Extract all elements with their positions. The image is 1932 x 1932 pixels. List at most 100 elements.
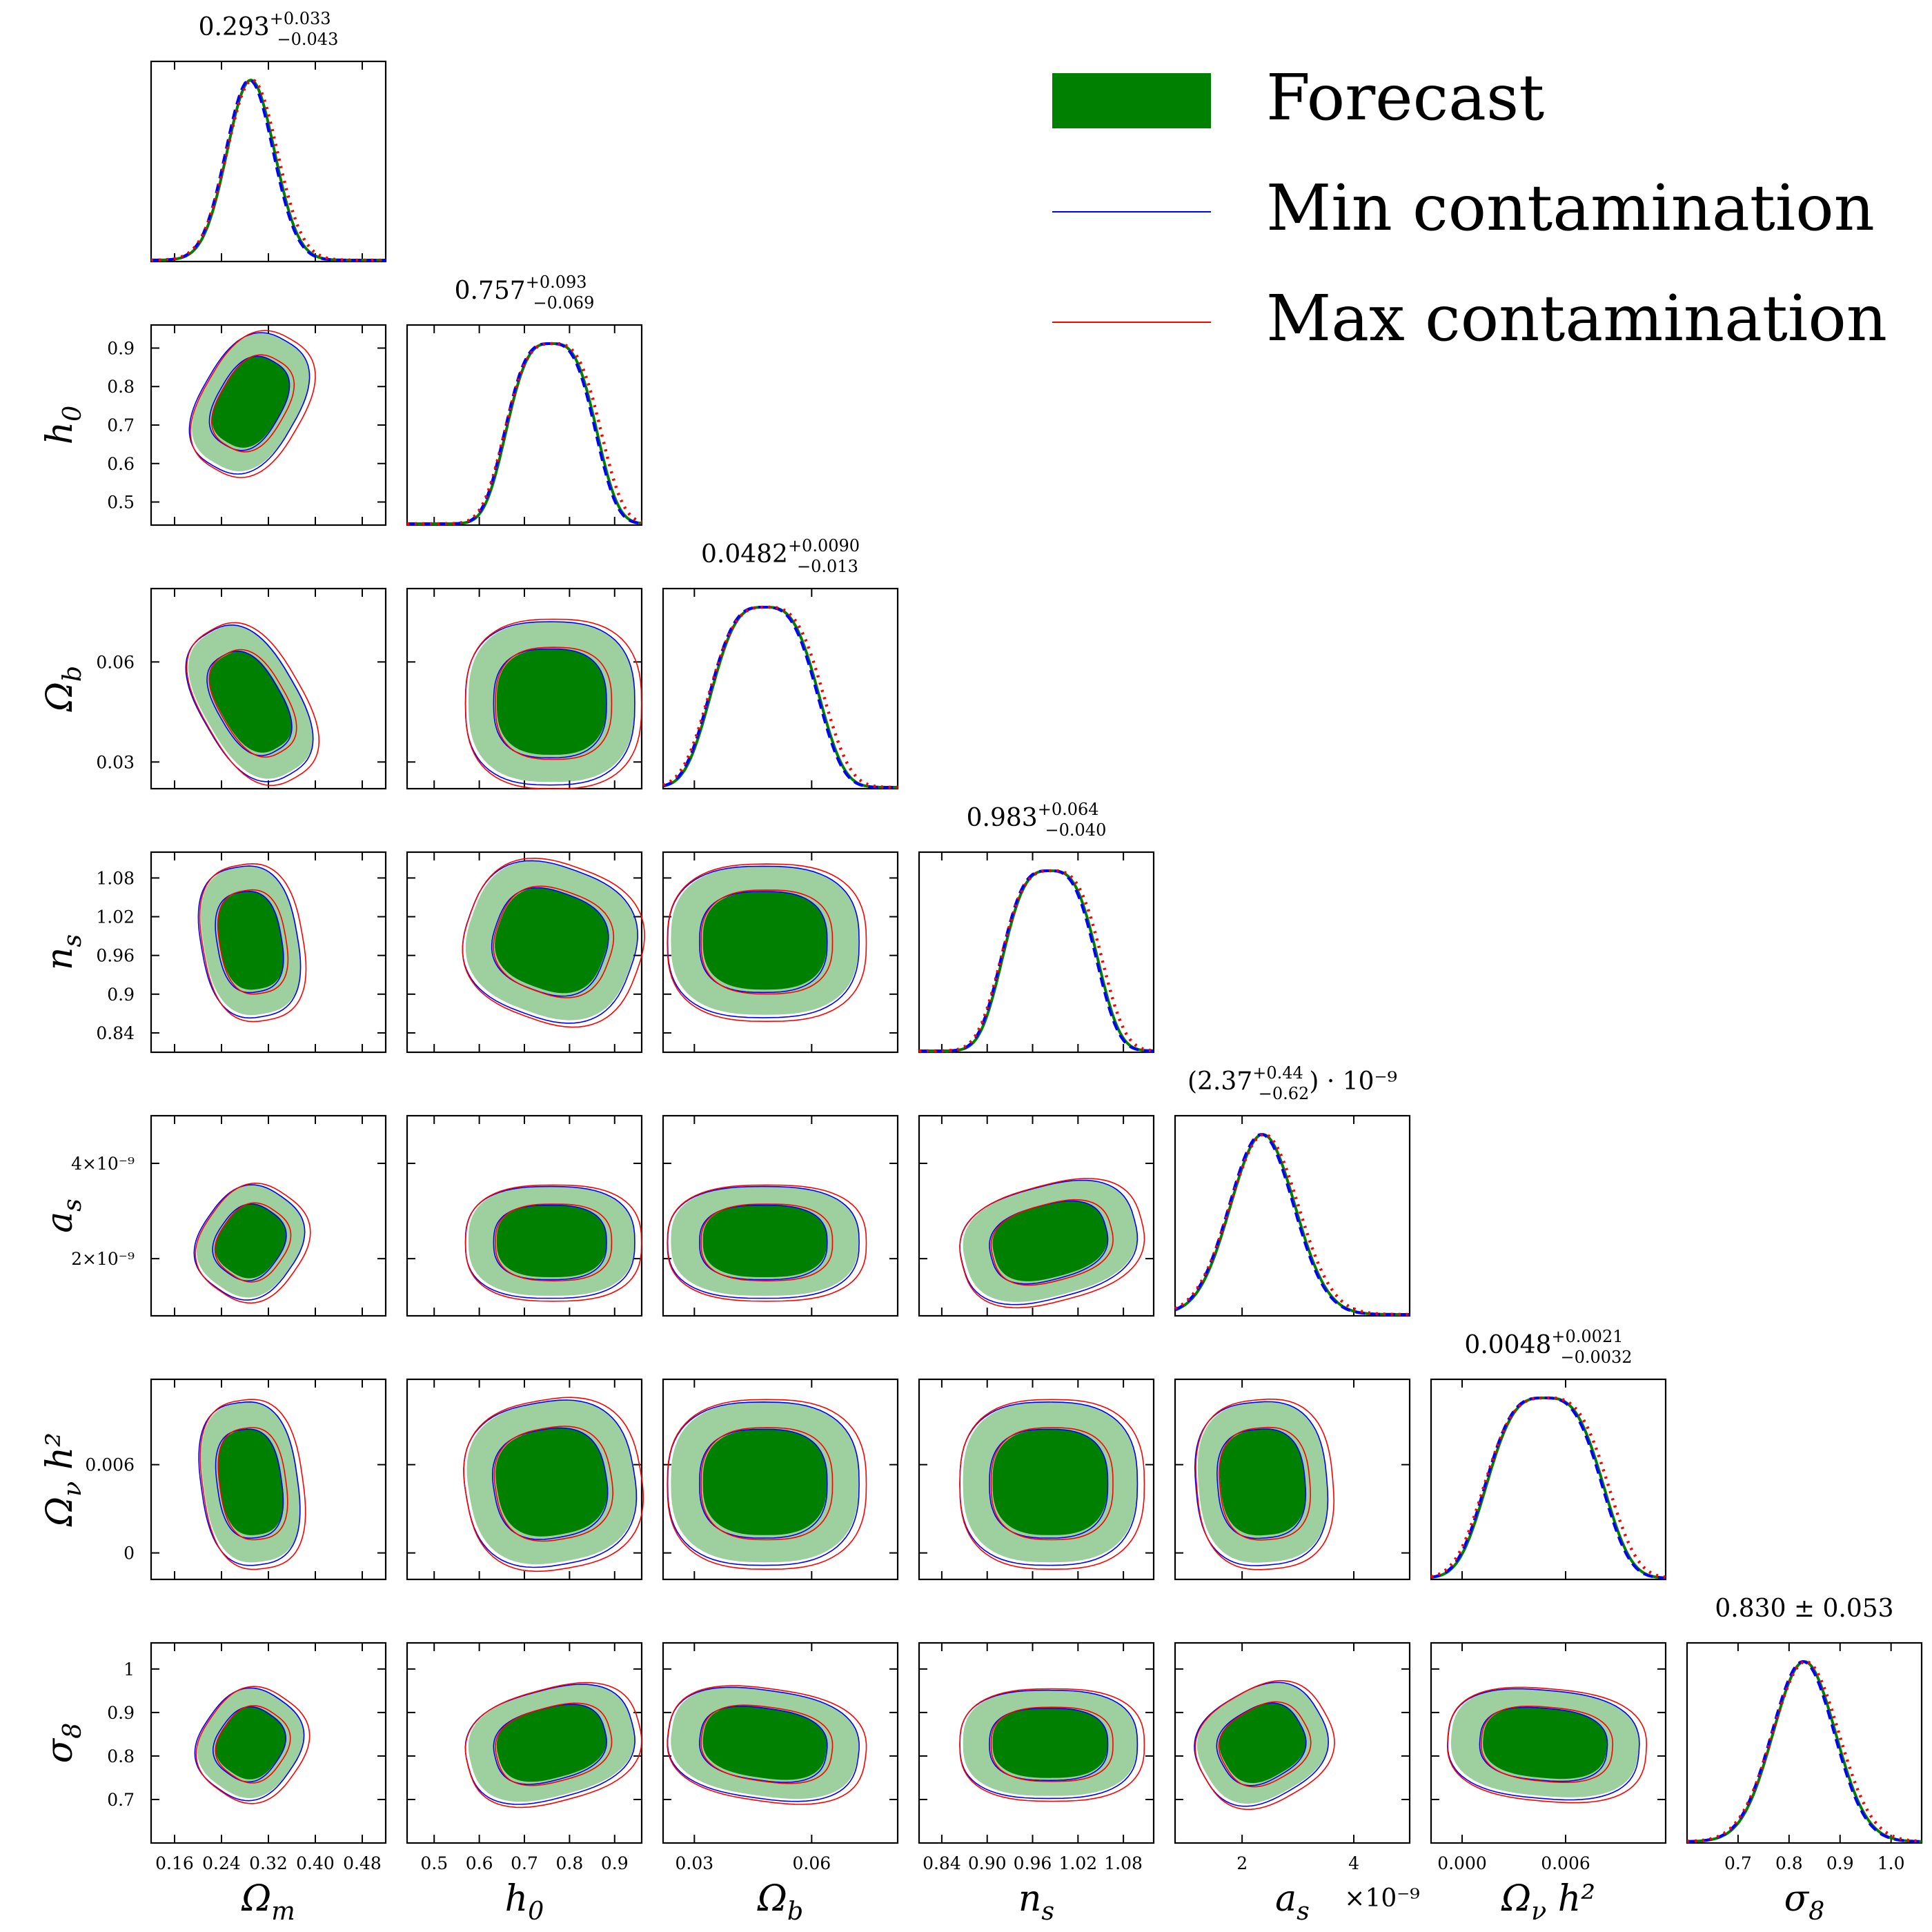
y-tick-label: 1 (124, 1659, 135, 1679)
legend-swatch-forecast (1052, 73, 1211, 128)
contour-max-68 (700, 1203, 834, 1282)
contour-forecast-68 (215, 1203, 287, 1279)
panel-frame (406, 324, 643, 526)
contour-min-68 (215, 890, 284, 994)
contour-forecast-68 (1483, 1706, 1607, 1780)
panel-s8-as: 2 4 as ×10⁻⁹ (1174, 1642, 1420, 1926)
x-tick-label: 4 (1348, 1853, 1359, 1873)
panel-frame (918, 1642, 1155, 1844)
x-tick-label: 0.5 (420, 1853, 448, 1873)
marginal-curve-forecast (407, 342, 642, 525)
y-tick-label: 0.7 (107, 415, 135, 435)
panel-frame (662, 587, 899, 790)
marginal-title-sup: +0.0090 (788, 536, 860, 555)
panel-onu-onu: 0.0048+0.0021 −0.0032 (1430, 1327, 1667, 1581)
x-tick-label: 0.03 (675, 1853, 713, 1873)
y-axis-label: Ωb (39, 666, 87, 712)
marginal-curve-max (1686, 1659, 1922, 1843)
marginal-curve-forecast (1430, 1397, 1666, 1579)
panel-frame (662, 851, 899, 1054)
contour-max-68 (990, 1706, 1114, 1782)
marginal-title-sup: +0.0021 (1551, 1327, 1623, 1346)
y-tick-label: 4×10⁻⁹ (71, 1154, 135, 1174)
y-tick-label: 0.7 (107, 1790, 135, 1810)
marginal-curve-min (1686, 1659, 1922, 1843)
marginal-title-sub: −0.040 (1045, 820, 1107, 840)
contour-max-95 (199, 1399, 306, 1570)
y-axis-label: Ων h² (39, 1432, 87, 1527)
marginal-curve-forecast (919, 869, 1154, 1052)
panel-onu-ob (662, 1378, 899, 1581)
panel-om-om: 0.293+0.033 −0.043 (150, 9, 387, 263)
contour-forecast-68 (702, 891, 827, 990)
y-tick-label: 0.8 (107, 377, 135, 397)
contour-forecast-68 (496, 1205, 607, 1277)
marginal-curve-min (662, 606, 898, 789)
contour-forecast-68 (702, 1706, 827, 1780)
x-axis-label: Ωm (241, 1878, 295, 1926)
contour-max-68 (217, 1427, 288, 1541)
y-tick-label: 1.08 (96, 868, 135, 888)
marginal-title-main: 0.757 (455, 277, 526, 305)
x-tick-label: 1.0 (1877, 1853, 1905, 1873)
panel-frame (1430, 1642, 1667, 1844)
y-tick-label: 0.96 (96, 946, 135, 966)
marginal-curve-max (151, 78, 386, 262)
marginal-title-sub: −0.62 (1259, 1084, 1310, 1103)
panel-onu-as (1174, 1378, 1411, 1581)
marginal-curve-max (662, 605, 898, 789)
contour-max-95 (667, 1685, 867, 1805)
y-tick-label: 0.6 (107, 454, 135, 474)
marginal-title-sup: +0.033 (270, 9, 331, 28)
panel-frame (1686, 1642, 1923, 1844)
contour-min-68 (989, 1707, 1109, 1782)
x-tick-label: 0.9 (601, 1853, 629, 1873)
panel-h0-om: 0.5 0.6 0.7 0.8 0.9 h0 (39, 324, 387, 526)
x-tick-label: 0.48 (343, 1853, 382, 1873)
panel-onu-ns (918, 1378, 1155, 1581)
marginal-title-sup: +0.064 (1038, 800, 1099, 819)
panel-frame (662, 1642, 899, 1844)
panel-s8-onu: 0.000 0.006 Ων h² (1430, 1642, 1667, 1926)
marginal-title-sup: +0.44 (1252, 1063, 1303, 1083)
marginal-curve-min (1430, 1397, 1666, 1579)
y-tick-label: 0.5 (107, 493, 135, 513)
contour-min-68 (699, 1204, 828, 1281)
marginal-curve-max (407, 342, 642, 526)
panel-onu-h0 (406, 1378, 644, 1581)
marginal-curve-forecast (1686, 1659, 1922, 1843)
panel-s8-om: 0.7 0.8 0.9 1 σ8 0.16 0.24 0.32 0.40 0.48 Ωm (39, 1642, 387, 1926)
contour-min-95 (185, 624, 314, 782)
contour-max-95 (959, 1178, 1145, 1309)
x-tick-label: 0.06 (792, 1853, 831, 1873)
contour-max-95 (190, 330, 316, 478)
contour-min-95 (188, 332, 310, 475)
contour-max-95 (667, 863, 867, 1023)
contour-forecast-68 (992, 1708, 1107, 1778)
y-axis-label: as (39, 1199, 87, 1233)
panel-ob-om: 0.03 0.06 Ωb (39, 587, 387, 790)
panel-as-h0 (406, 1114, 643, 1317)
contour-min-68 (215, 1428, 284, 1539)
panel-frame (1430, 1378, 1667, 1581)
marginal-curve-max (919, 869, 1154, 1053)
contour-max-95 (464, 618, 642, 790)
panel-ob-h0 (406, 587, 643, 790)
x-tick-label: 0.7 (1724, 1853, 1752, 1873)
marginal-curve-min (919, 869, 1154, 1052)
contour-forecast-68 (702, 1205, 827, 1277)
contour-min-68 (491, 887, 609, 997)
panel-s8-ob: 0.03 0.06 Ωb (662, 1642, 899, 1926)
marginal-title: 0.293+0.033 −0.043 (199, 9, 339, 49)
contour-min-68 (206, 650, 293, 756)
contour-max-68 (495, 1203, 613, 1282)
y-tick-label: 0.06 (96, 652, 135, 672)
contour-forecast-68 (992, 1201, 1107, 1281)
x-tick-label: 0.32 (249, 1853, 288, 1873)
x-tick-label: 0.8 (1775, 1853, 1803, 1873)
x-tick-label: 0.6 (466, 1853, 493, 1873)
contour-forecast-68 (495, 1428, 608, 1537)
marginal-title-main: 0.830 ± 0.053 (1715, 1595, 1893, 1623)
marginal-title-sub: −0.013 (797, 557, 858, 576)
x-axis-label: as (1275, 1878, 1310, 1926)
